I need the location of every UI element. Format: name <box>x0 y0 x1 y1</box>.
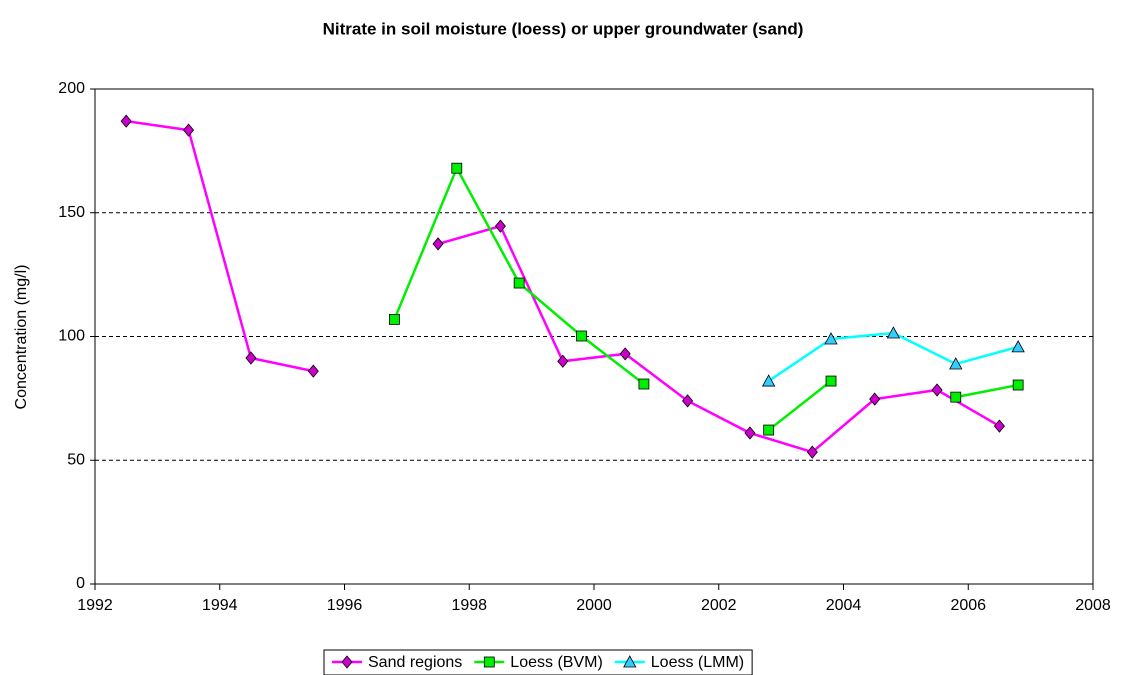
marker <box>886 326 901 339</box>
y-tick-label: 100 <box>58 328 85 345</box>
y-axis-label: Concentration (mg/l) <box>13 265 30 410</box>
marker <box>931 383 943 397</box>
y-tick-label: 50 <box>67 451 85 468</box>
marker <box>993 419 1005 433</box>
marker <box>307 364 319 378</box>
x-tick-label: 2004 <box>826 597 862 614</box>
marker <box>761 374 776 387</box>
marker <box>623 655 637 668</box>
marker <box>869 392 881 406</box>
x-tick-label: 1996 <box>327 597 363 614</box>
x-tick-label: 1992 <box>77 597 113 614</box>
marker <box>744 426 756 440</box>
x-tick-label: 2002 <box>701 597 737 614</box>
marker <box>619 347 631 361</box>
legend-label: Sand regions <box>368 654 462 671</box>
marker <box>513 277 525 289</box>
marker <box>763 424 775 436</box>
legend-label: Loess (BVM) <box>510 654 602 671</box>
x-tick-label: 1994 <box>202 597 238 614</box>
marker <box>183 123 195 137</box>
marker <box>825 375 837 387</box>
marker <box>949 357 963 370</box>
marker <box>341 655 353 669</box>
legend-label: Loess (LMM) <box>651 654 744 671</box>
y-tick-label: 200 <box>58 80 85 97</box>
marker <box>120 114 132 128</box>
y-tick-label: 150 <box>58 204 85 221</box>
marker <box>451 162 463 174</box>
marker <box>806 445 818 459</box>
marker <box>432 237 444 251</box>
chart-title: Nitrate in soil moisture (loess) or uppe… <box>323 19 804 38</box>
marker <box>824 332 838 345</box>
marker <box>638 378 650 390</box>
x-tick-label: 1998 <box>451 597 487 614</box>
x-tick-label: 2006 <box>950 597 986 614</box>
marker <box>245 351 257 365</box>
marker <box>1012 379 1024 391</box>
x-tick-label: 2000 <box>576 597 612 614</box>
marker <box>682 394 694 408</box>
marker <box>576 330 587 342</box>
marker <box>950 391 962 403</box>
marker <box>494 219 506 233</box>
marker <box>483 656 495 668</box>
marker <box>557 354 569 368</box>
marker <box>1011 340 1025 353</box>
plot-border <box>94 88 1094 585</box>
y-tick-label: 0 <box>76 575 85 592</box>
legend: Sand regions Loess (BVM) Loess (LMM) <box>323 649 753 675</box>
x-tick-label: 2008 <box>1075 597 1111 614</box>
marker <box>388 314 400 325</box>
legend-box <box>323 649 753 675</box>
